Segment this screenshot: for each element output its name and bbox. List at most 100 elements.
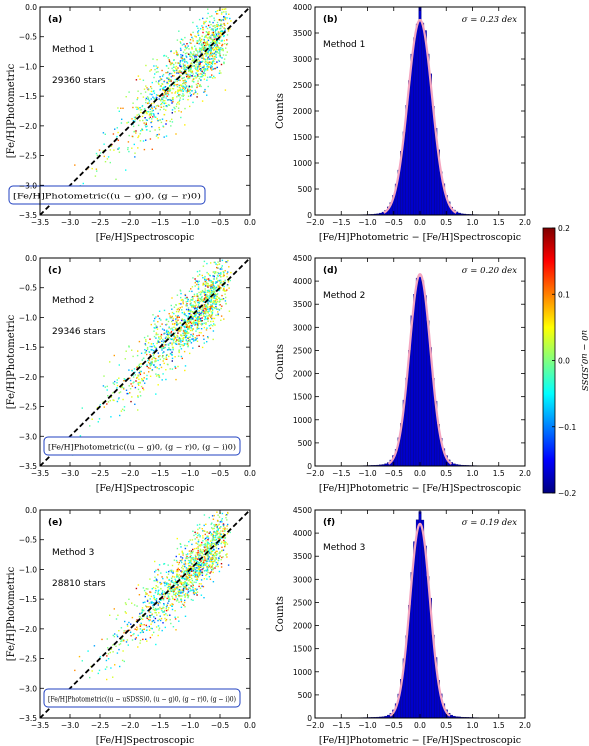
scatter-point bbox=[139, 631, 142, 634]
scatter-point bbox=[153, 106, 156, 108]
scatter-point bbox=[183, 58, 185, 60]
x-tick-label: −0.5 bbox=[211, 469, 229, 478]
scatter-point bbox=[201, 565, 203, 567]
scatter-point bbox=[189, 41, 191, 44]
scatter-point bbox=[178, 103, 180, 105]
scatter-point bbox=[175, 339, 178, 341]
scatter-point bbox=[173, 590, 175, 592]
scatter-point bbox=[179, 63, 181, 66]
scatter-point bbox=[202, 558, 204, 560]
scatter-point bbox=[181, 95, 183, 97]
scatter-point bbox=[112, 651, 114, 653]
x-tick-label: 0.0 bbox=[244, 469, 256, 478]
scatter-point bbox=[220, 519, 223, 521]
scatter-point bbox=[146, 599, 149, 601]
y-tick-label: 4000 bbox=[293, 3, 312, 12]
scatter-point bbox=[194, 559, 196, 561]
scatter-point bbox=[185, 90, 187, 92]
scatter-point bbox=[214, 303, 216, 305]
scatter-point bbox=[149, 338, 151, 340]
scatter-point bbox=[195, 91, 197, 93]
scatter-point bbox=[154, 68, 156, 71]
scatter-point bbox=[203, 283, 205, 286]
scatter-point bbox=[221, 268, 223, 270]
scatter-point bbox=[220, 307, 222, 310]
scatter-point bbox=[203, 49, 206, 52]
scatter-point bbox=[172, 581, 174, 583]
scatter-point bbox=[178, 351, 180, 354]
scatter-point bbox=[196, 308, 198, 311]
scatter-point bbox=[177, 584, 179, 586]
scatter-point bbox=[127, 392, 129, 395]
scatter-point bbox=[203, 304, 206, 306]
scatter-point bbox=[215, 35, 218, 37]
scatter-point bbox=[115, 178, 117, 180]
scatter-point bbox=[151, 148, 153, 150]
scatter-point bbox=[225, 514, 227, 516]
scatter-point bbox=[208, 548, 211, 551]
scatter-point bbox=[180, 355, 183, 358]
scatter-point bbox=[210, 320, 212, 323]
scatter-point bbox=[215, 263, 217, 265]
scatter-point bbox=[199, 536, 201, 538]
scatter-point bbox=[229, 531, 231, 534]
y-tick-label: 2500 bbox=[293, 81, 312, 90]
scatter-point bbox=[226, 272, 228, 275]
scatter-point bbox=[138, 384, 140, 386]
scatter-point bbox=[206, 31, 208, 33]
scatter-point bbox=[190, 94, 193, 96]
scatter-point bbox=[214, 297, 217, 300]
scatter-point bbox=[213, 48, 215, 51]
scatter-point bbox=[201, 528, 203, 530]
scatter-point bbox=[205, 329, 208, 331]
scatter-point bbox=[166, 95, 168, 97]
scatter-point bbox=[200, 583, 202, 585]
scatter-point bbox=[152, 58, 154, 60]
scatter-point bbox=[178, 569, 180, 571]
scatter-point bbox=[199, 548, 202, 551]
scatter-point bbox=[211, 289, 213, 292]
scatter-point bbox=[169, 332, 171, 334]
scatter-point bbox=[139, 642, 141, 644]
scatter-point bbox=[140, 365, 142, 368]
scatter-point bbox=[218, 52, 220, 54]
scatter-point bbox=[220, 63, 223, 66]
scatter-point bbox=[113, 149, 115, 151]
scatter-point bbox=[220, 566, 223, 568]
scatter-point bbox=[124, 620, 126, 623]
scatter-point bbox=[161, 590, 164, 592]
scatter-point bbox=[217, 543, 219, 546]
scatter-point bbox=[141, 629, 143, 632]
scatter-point bbox=[172, 598, 174, 600]
x-tick-label: 1.5 bbox=[493, 218, 505, 227]
scatter-point bbox=[190, 90, 193, 92]
scatter-point bbox=[207, 566, 209, 569]
scatter-point bbox=[207, 33, 209, 36]
x-tick-label: 0.0 bbox=[414, 721, 426, 730]
scatter-point bbox=[176, 316, 179, 318]
scatter-point bbox=[207, 542, 209, 544]
scatter-point bbox=[183, 76, 185, 79]
scatter-point bbox=[160, 572, 162, 574]
scatter-point bbox=[183, 350, 186, 353]
scatter-point bbox=[221, 550, 223, 552]
scatter-point bbox=[203, 23, 205, 25]
scatter-point bbox=[216, 277, 218, 279]
scatter-point bbox=[171, 62, 173, 64]
scatter-point bbox=[192, 338, 194, 340]
scatter-point bbox=[145, 593, 147, 595]
scatter-point bbox=[208, 20, 211, 23]
scatter-point bbox=[94, 175, 97, 177]
scatter-point bbox=[189, 570, 191, 573]
scatter-point bbox=[192, 592, 195, 594]
scatter-point bbox=[209, 307, 212, 309]
scatter-point bbox=[157, 104, 159, 107]
scatter-point bbox=[196, 67, 199, 69]
scatter-point bbox=[171, 342, 173, 344]
scatter-point bbox=[167, 573, 170, 575]
scatter-point bbox=[124, 602, 127, 604]
scatter-point bbox=[209, 26, 211, 29]
scatter-point bbox=[211, 308, 214, 310]
scatter-point bbox=[195, 576, 197, 578]
histogram-bars bbox=[355, 511, 488, 719]
